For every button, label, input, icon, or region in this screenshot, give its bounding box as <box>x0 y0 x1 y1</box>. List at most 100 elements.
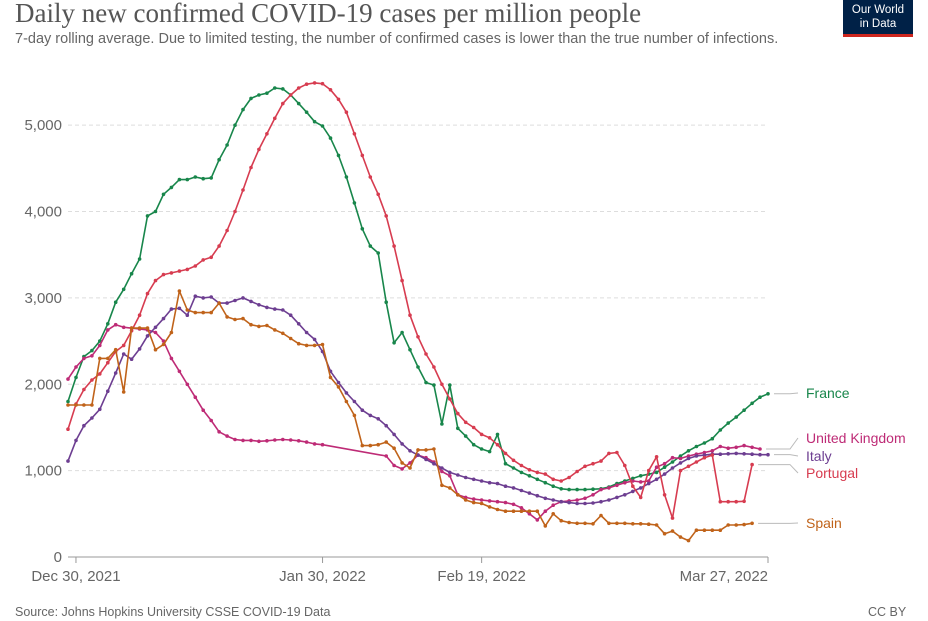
data-point <box>758 447 762 451</box>
data-point <box>734 499 738 504</box>
license-link[interactable]: CC BY <box>868 605 907 619</box>
axes: 0 1,000 2,000 3,000 4,000 5,000 Dec 30, 2021 Ja… <box>24 117 769 585</box>
data-point <box>638 495 643 500</box>
data-point <box>631 484 635 489</box>
data-point <box>694 528 699 532</box>
data-point <box>400 278 404 283</box>
data-point <box>344 399 349 404</box>
data-point <box>535 509 540 513</box>
series-line[interactable] <box>67 87 769 491</box>
data-point <box>304 440 309 444</box>
data-point <box>567 475 571 480</box>
data-point <box>726 446 730 451</box>
data-point <box>209 176 213 180</box>
data-point <box>241 438 245 443</box>
data-point <box>288 313 293 318</box>
data-point <box>217 244 221 248</box>
data-point <box>567 520 571 525</box>
series-line[interactable] <box>67 323 761 521</box>
data-point <box>702 528 707 532</box>
data-point <box>456 411 460 416</box>
data-point <box>615 521 619 526</box>
data-point <box>631 476 635 481</box>
data-point <box>257 147 261 152</box>
data-point <box>424 380 428 385</box>
data-point <box>654 470 659 475</box>
series-label-united-kingdom[interactable]: United Kingdom <box>806 430 906 446</box>
data-point <box>495 507 500 512</box>
data-point <box>113 322 118 327</box>
data-point <box>352 413 357 418</box>
data-point <box>766 392 770 396</box>
data-point <box>742 452 746 456</box>
data-point <box>185 308 190 312</box>
x-tick-label: Mar 27, 2022 <box>680 568 768 585</box>
x-tick-label: Jan 30, 2022 <box>279 568 366 585</box>
data-point <box>456 426 460 431</box>
series-label-france[interactable]: France <box>806 385 850 401</box>
data-point <box>519 488 524 493</box>
data-point <box>249 322 253 327</box>
data-point <box>416 453 420 457</box>
data-point <box>265 439 269 443</box>
data-point <box>599 487 603 492</box>
data-point <box>487 436 492 440</box>
data-point <box>519 463 524 468</box>
owid-logo[interactable]: Our World in Data <box>843 0 913 37</box>
data-point <box>479 447 484 451</box>
data-point <box>249 165 253 170</box>
data-point <box>710 453 715 457</box>
data-point <box>567 500 571 505</box>
data-point <box>384 423 389 428</box>
data-point <box>678 468 683 473</box>
data-point <box>90 416 94 420</box>
data-point <box>686 449 691 453</box>
data-point <box>416 448 420 452</box>
data-point <box>249 438 253 443</box>
data-point <box>575 487 579 492</box>
data-point <box>336 153 341 158</box>
data-point <box>161 316 166 321</box>
data-point <box>273 307 277 311</box>
data-point <box>559 499 563 504</box>
data-point <box>368 413 373 418</box>
series-line[interactable] <box>68 290 753 542</box>
data-point <box>646 522 651 526</box>
data-point <box>145 291 150 296</box>
series-label-italy[interactable]: Italy <box>806 448 832 464</box>
data-point <box>312 119 317 124</box>
data-point <box>694 460 699 464</box>
data-point <box>129 326 134 330</box>
x-tick-label: Dec 30, 2021 <box>31 568 120 585</box>
data-point <box>336 380 341 385</box>
data-point <box>376 192 381 197</box>
logo-line-1: Our World <box>851 4 905 16</box>
data-point <box>487 505 492 509</box>
data-point <box>145 326 150 330</box>
data-point <box>392 446 396 451</box>
data-point <box>209 418 213 423</box>
data-point <box>424 352 428 356</box>
data-point <box>503 509 508 513</box>
data-point <box>257 439 261 444</box>
data-point <box>304 82 309 86</box>
data-point <box>535 493 540 498</box>
series-line[interactable] <box>67 82 753 519</box>
data-point <box>233 209 237 214</box>
series-label-portugal[interactable]: Portugal <box>806 465 858 481</box>
data-point <box>662 465 667 470</box>
data-point <box>424 457 428 462</box>
data-point <box>591 522 595 526</box>
data-point <box>495 442 500 447</box>
data-point <box>312 81 317 85</box>
data-point <box>440 466 444 470</box>
data-point <box>137 313 142 318</box>
series-label-spain[interactable]: Spain <box>806 515 842 531</box>
data-point <box>471 477 476 482</box>
data-point <box>368 443 373 448</box>
data-point <box>726 499 730 504</box>
data-point <box>551 503 555 508</box>
y-tick-label: 0 <box>54 549 62 566</box>
data-point <box>638 522 643 526</box>
data-point <box>686 456 691 461</box>
